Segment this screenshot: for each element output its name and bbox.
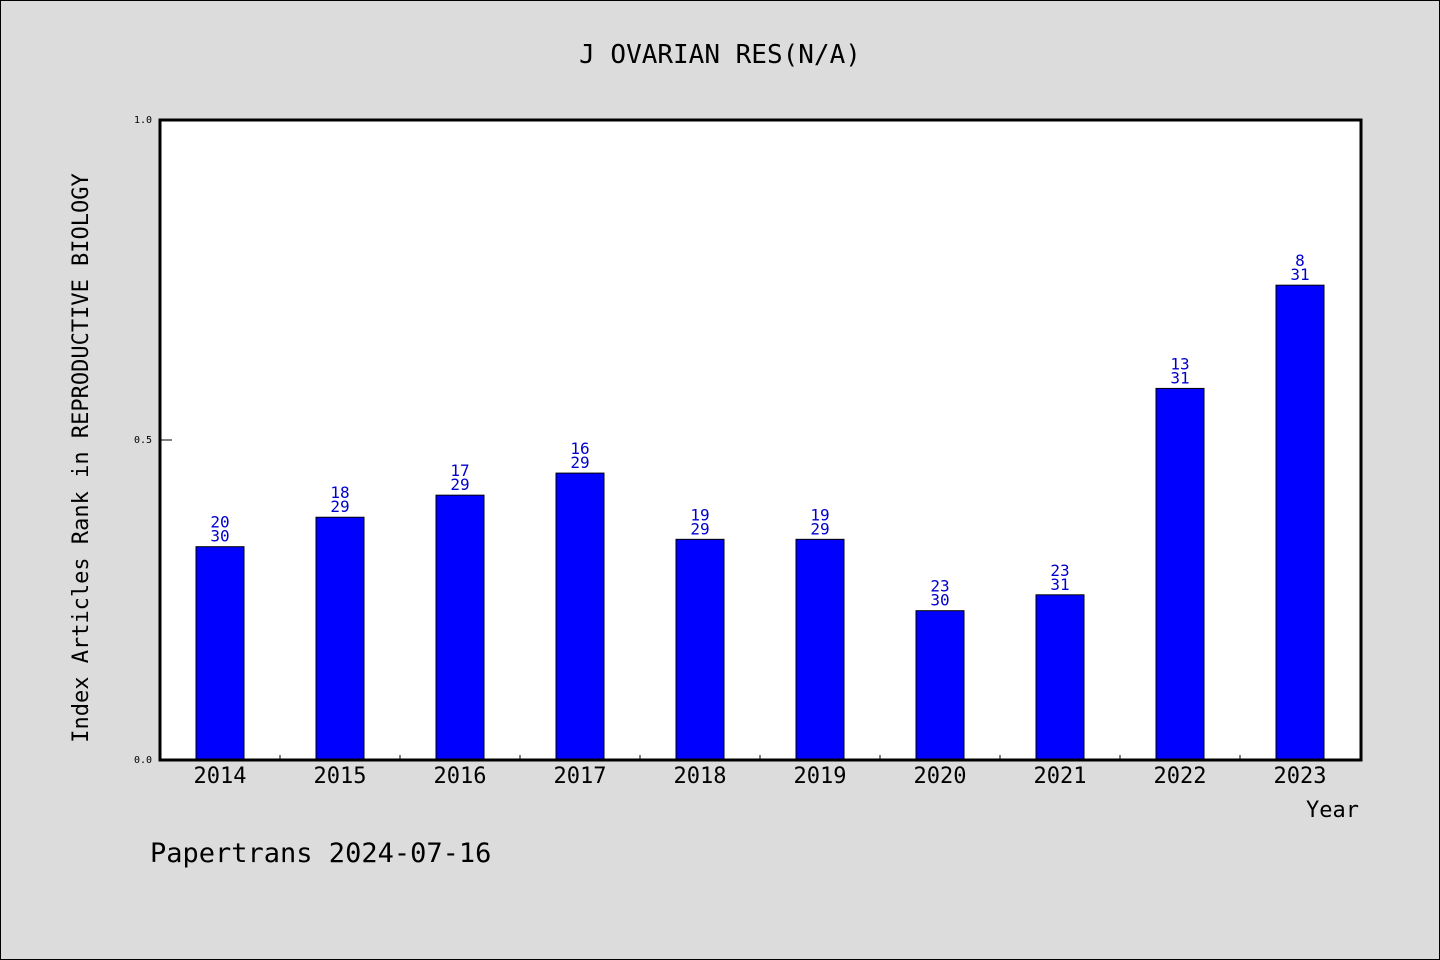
data-label-rank-2020: 23 <box>930 577 949 596</box>
data-label-total-2017: 29 <box>570 453 589 472</box>
data-label-total-2019: 29 <box>810 519 829 538</box>
bar-2014 <box>195 546 245 761</box>
bar-2019 <box>795 538 845 761</box>
bar-2023 <box>1275 284 1325 761</box>
x-tick-label-2021: 2021 <box>1034 764 1087 789</box>
data-label-rank-2021: 23 <box>1050 561 1069 580</box>
bar-2018 <box>675 538 725 761</box>
data-label-rank-2015: 18 <box>330 483 349 502</box>
x-axis-label: Year <box>1306 798 1359 823</box>
x-tick-label-2019: 2019 <box>794 764 847 789</box>
data-label-total-2023: 31 <box>1290 265 1309 284</box>
data-label-rank-2018: 19 <box>690 505 709 524</box>
y-axis-label: Index Articles Rank in REPRODUCTIVE BIOL… <box>69 173 94 743</box>
bars-group <box>195 284 1325 761</box>
data-label-rank-2016: 17 <box>450 461 469 480</box>
bar-2017 <box>555 472 605 761</box>
footer-credit: Papertrans 2024-07-16 <box>150 838 491 869</box>
x-tick-label-2014: 2014 <box>194 764 247 789</box>
data-label-total-2020: 30 <box>930 591 949 610</box>
data-label-rank-2022: 13 <box>1170 354 1189 373</box>
data-label-total-2014: 30 <box>210 527 229 546</box>
data-label-total-2021: 31 <box>1050 575 1069 594</box>
data-label-rank-2019: 19 <box>810 505 829 524</box>
x-tick-label-2022: 2022 <box>1154 764 1207 789</box>
data-label-rank-2023: 8 <box>1295 251 1305 270</box>
x-tick-label-2023: 2023 <box>1274 764 1327 789</box>
data-label-total-2022: 31 <box>1170 368 1189 387</box>
y-tick-label-0.5: 0.5 <box>134 435 152 446</box>
y-tick-label-1.0: 1.0 <box>134 115 152 126</box>
x-tick-label-2020: 2020 <box>914 764 967 789</box>
data-label-rank-2017: 16 <box>570 439 589 458</box>
x-tick-label-2015: 2015 <box>314 764 367 789</box>
x-tick-label-2016: 2016 <box>434 764 487 789</box>
bar-2016 <box>435 494 485 761</box>
data-label-total-2016: 29 <box>450 475 469 494</box>
bar-2022 <box>1155 387 1205 761</box>
data-label-total-2015: 29 <box>330 497 349 516</box>
x-tick-label-2018: 2018 <box>674 764 727 789</box>
data-label-rank-2014: 20 <box>210 513 229 532</box>
y-tick-label-0.0: 0.0 <box>134 755 152 766</box>
x-axis: 2014 2015 2016 2017 2018 2019 2020 2021 2022 2023 <box>194 755 1327 789</box>
y-axis: 0.0 0.5 1.0 <box>134 115 172 766</box>
data-label-total-2018: 29 <box>690 519 709 538</box>
bar-2015 <box>315 516 365 761</box>
bar-2020 <box>915 610 965 761</box>
chart-title: J OVARIAN RES(N/A) <box>579 40 861 70</box>
bar-2021 <box>1035 594 1085 761</box>
x-tick-label-2017: 2017 <box>554 764 607 789</box>
